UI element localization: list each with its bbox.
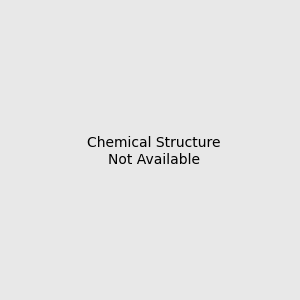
Text: Chemical Structure
Not Available: Chemical Structure Not Available	[87, 136, 220, 166]
